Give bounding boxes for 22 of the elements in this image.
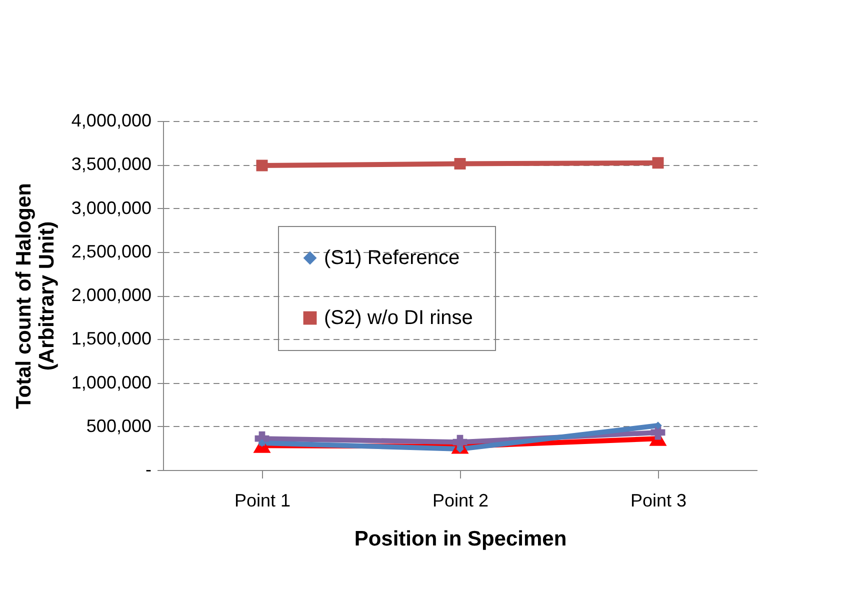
y-tick-label: 500,000: [86, 416, 152, 436]
point: [652, 157, 664, 169]
x-axis-title: Position in Specimen: [354, 528, 567, 550]
legend-label: (S2) w/o DI rinse: [324, 307, 473, 329]
y-tick-label: 1,500,000: [71, 328, 152, 349]
y-tick-label: 2,500,000: [71, 241, 152, 262]
legend-label: (S1) Reference: [324, 247, 460, 269]
x-tick-label: Point 1: [234, 490, 291, 510]
y-axis-title: Total count of Halogen (Arbitrary Unit): [12, 183, 58, 409]
y-tick-label: 3,000,000: [71, 198, 152, 218]
point: [454, 158, 466, 170]
y-tick-label: 1,000,000: [71, 372, 152, 392]
y-tick-label: -: [146, 460, 152, 480]
x-tick-label: Point 2: [432, 490, 489, 510]
point: [654, 422, 662, 430]
point: [256, 160, 268, 172]
y-tick-label: 2,000,000: [71, 285, 152, 305]
point: [258, 439, 266, 447]
y-tick-label: 4,000,000: [71, 110, 152, 130]
point: [456, 445, 464, 453]
y-tick-label: 3,500,000: [71, 154, 152, 174]
x-tick-label: Point 3: [630, 490, 687, 510]
